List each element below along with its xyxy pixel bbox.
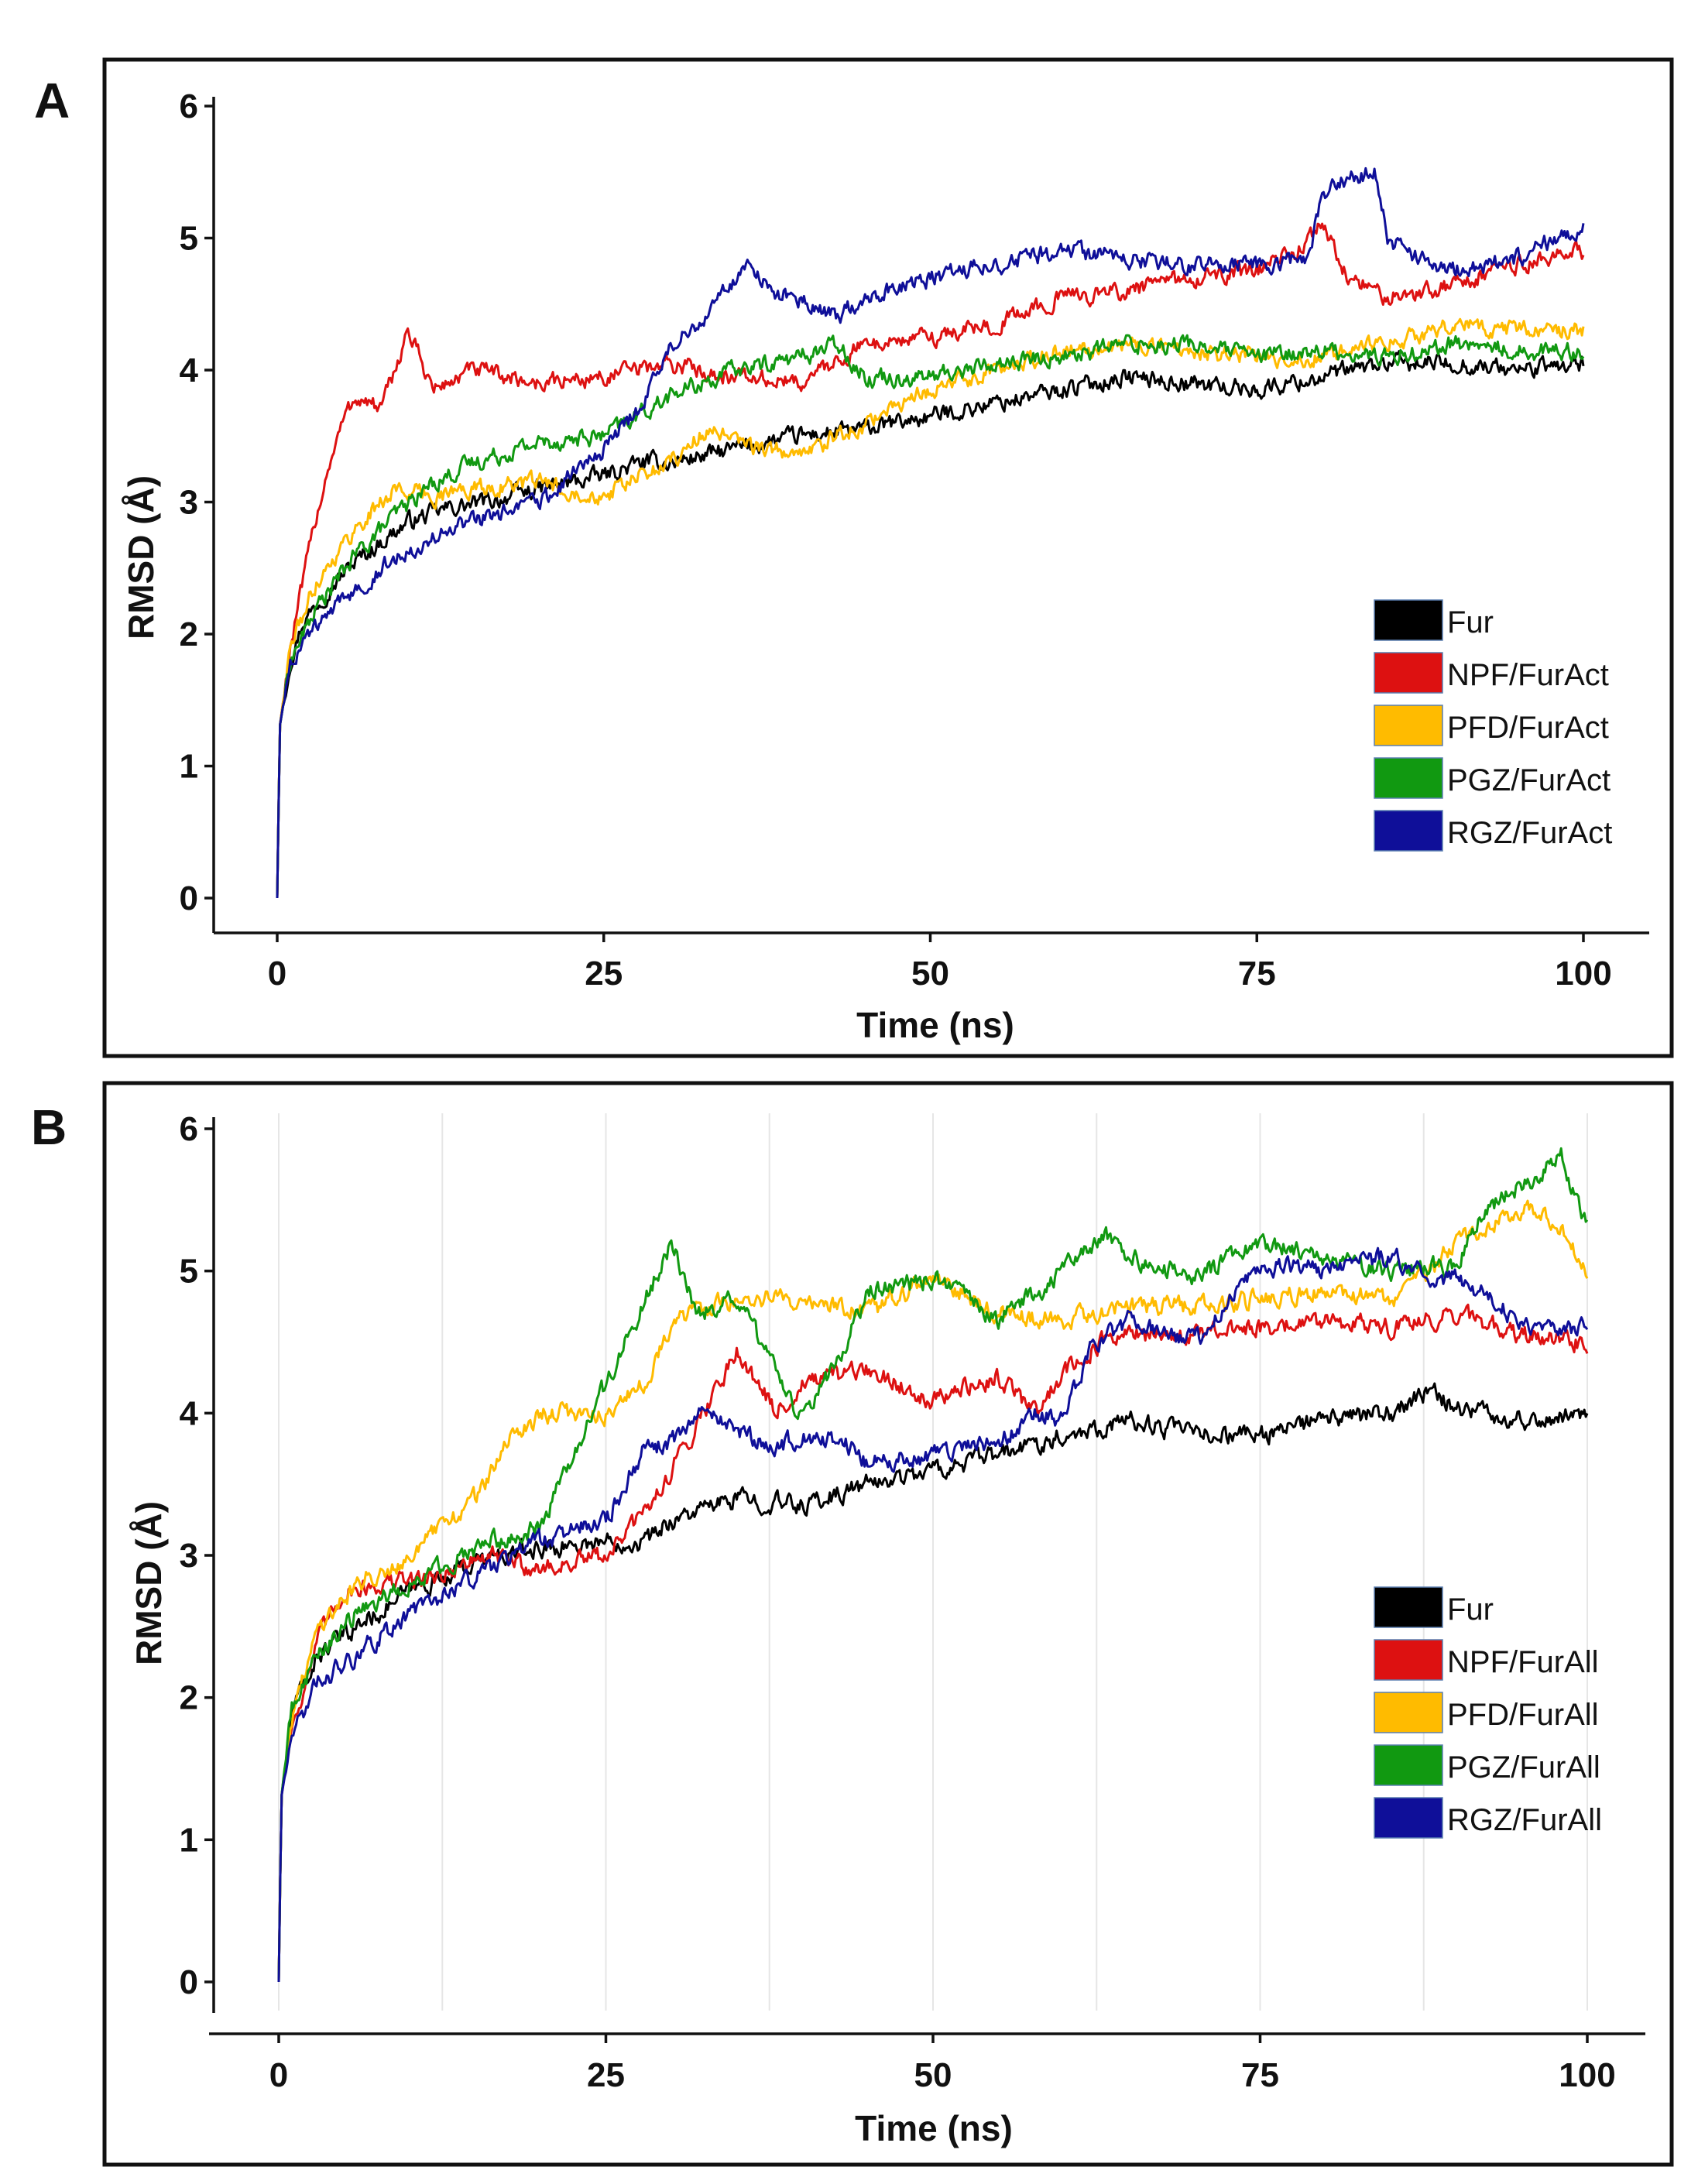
panel-b: B 0 1 2 3 4 5 6 0 25 50 75 100 Time (ns) RMSD (Å) F… — [31, 1081, 1674, 2167]
panel-a-y-tick-label: 0 — [180, 879, 198, 917]
panel-b-x-tick-label: 75 — [1241, 2056, 1279, 2094]
panel-a-frame — [102, 57, 1674, 1058]
panel-a-y-tick-label: 1 — [180, 748, 198, 786]
panel-a-series-npf-furact — [276, 222, 1585, 899]
panel-b-y-tick-label: 2 — [180, 1679, 198, 1717]
panel-a-legend-swatch — [1374, 652, 1443, 694]
panel-b-y-tick-label: 3 — [180, 1537, 198, 1575]
panel-a-y-tick-label: 2 — [180, 615, 198, 653]
panel-b-frame — [102, 1081, 1674, 2167]
panel-a-x-tick-label: 100 — [1555, 955, 1611, 993]
panel-a-legend-label: PFD/FurAct — [1447, 711, 1609, 745]
panel-a-y-tick-label: 4 — [180, 351, 199, 389]
panel-a-x-axis-title: Time (ns) — [856, 1005, 1014, 1045]
panel-a-x-tick-label: 0 — [268, 955, 286, 993]
panel-a-x-tick-label: 25 — [585, 955, 623, 993]
panel-a-letter: A — [34, 73, 70, 129]
panel-b-legend-swatch — [1374, 1692, 1443, 1733]
panel-b-legend-label: PGZ/FurAll — [1447, 1750, 1600, 1785]
panel-a-y-tick-label: 5 — [180, 220, 198, 258]
panel-b-y-tick-label: 6 — [180, 1110, 198, 1148]
panel-a-series-fur — [276, 350, 1585, 899]
panel-b-x-tick-label: 0 — [269, 2056, 288, 2094]
panel-a-series-pgz-furact — [276, 334, 1585, 899]
panel-b-series-pfd-furall — [277, 1199, 1589, 1983]
panel-b-legend-swatch — [1374, 1639, 1443, 1681]
panel-a-legend-swatch — [1374, 705, 1443, 746]
panel-b-series-npf-furall — [277, 1303, 1589, 1983]
panel-b-legend-swatch — [1374, 1744, 1443, 1786]
panel-b-x-tick-label: 50 — [914, 2056, 952, 2094]
panel-b-legend-label: PFD/FurAll — [1447, 1698, 1599, 1732]
panel-a: A 0 1 2 3 4 5 6 0 25 50 75 100 Time (ns) RMSD (Å) F… — [34, 57, 1674, 1058]
panel-a-x-tick-label: 50 — [911, 955, 949, 993]
panel-b-x-axis-title: Time (ns) — [855, 2108, 1013, 2148]
panel-a-legend-swatch — [1374, 810, 1443, 852]
panel-b-y-tick-label: 1 — [180, 1821, 198, 1859]
panel-a-legend-label: Fur — [1447, 605, 1494, 639]
panel-a-x-tick-label: 75 — [1238, 955, 1276, 993]
panel-b-legend-label: Fur — [1447, 1593, 1494, 1627]
panel-b-legend: Fur NPF/FurAll PFD/FurAll PGZ/FurAll RGZ/Fur… — [1374, 1586, 1602, 1839]
panel-b-x-tick-label: 100 — [1559, 2056, 1615, 2094]
panel-a-series-pfd-furact — [276, 317, 1585, 899]
panel-a-legend: Fur NPF/FurAct PFD/FurAct PGZ/FurAct RGZ/Fur… — [1374, 599, 1612, 852]
panel-b-y-tick-label: 5 — [180, 1253, 198, 1291]
panel-a-y-tick-label: 3 — [180, 484, 198, 522]
panel-b-legend-label: NPF/FurAll — [1447, 1645, 1599, 1679]
panel-a-legend-swatch — [1374, 757, 1443, 799]
panel-a-legend-label: NPF/FurAct — [1447, 658, 1609, 692]
panel-b-legend-swatch — [1374, 1797, 1443, 1839]
panel-b-series-pgz-furall — [277, 1147, 1589, 1983]
panel-a-legend-label: RGZ/FurAct — [1447, 816, 1612, 850]
panel-a-y-tick-label: 6 — [180, 87, 198, 125]
panel-b-letter: B — [31, 1099, 67, 1155]
panel-b-y-tick-label: 0 — [180, 1963, 198, 2001]
panel-b-y-axis-title: RMSD (Å) — [129, 1501, 169, 1665]
panel-b-y-tick-label: 4 — [180, 1394, 199, 1432]
panel-b-x-tick-label: 25 — [587, 2056, 625, 2094]
panel-b-legend-label: RGZ/FurAll — [1447, 1803, 1602, 1837]
panel-a-legend-label: PGZ/FurAct — [1447, 763, 1611, 797]
panel-b-legend-swatch — [1374, 1586, 1443, 1628]
panel-b-series-rgz-furall — [277, 1246, 1589, 1983]
panel-a-y-axis-title: RMSD (Å) — [121, 475, 161, 639]
panel-a-legend-swatch — [1374, 599, 1443, 641]
panel-a-series-rgz-furact — [276, 166, 1585, 899]
